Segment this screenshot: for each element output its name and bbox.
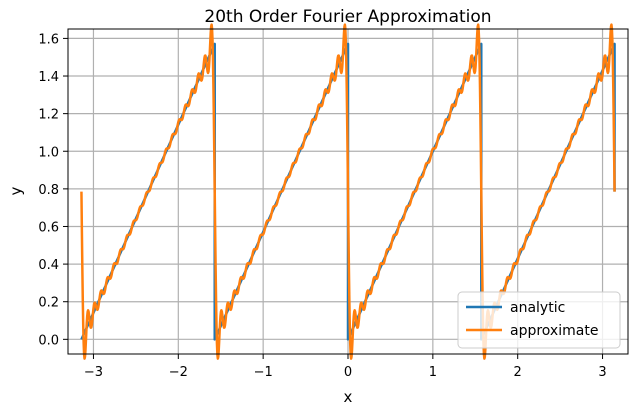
- y-axis-ticks: 0.0 0.2 0.4 0.6 0.8 1.0 1.2 1.4 1.6: [38, 32, 68, 348]
- y-tick-label: 1.6: [38, 32, 59, 47]
- y-tick-label: 0.2: [38, 296, 59, 311]
- x-axis-label: x: [344, 388, 353, 406]
- y-tick-label: 0.4: [38, 258, 59, 273]
- x-tick-label: −3: [84, 365, 103, 380]
- x-tick-label: −1: [254, 365, 273, 380]
- x-tick-label: 0: [344, 365, 352, 380]
- y-tick-label: 0.8: [38, 183, 59, 198]
- legend-label-approximate: approximate: [510, 323, 598, 339]
- x-tick-label: 2: [514, 365, 522, 380]
- x-tick-label: 3: [598, 365, 606, 380]
- legend: analytic approximate: [457, 291, 621, 349]
- y-tick-label: 1.2: [38, 108, 59, 123]
- y-axis-label: y: [7, 186, 25, 195]
- y-tick-label: 0.0: [38, 333, 59, 348]
- x-axis-ticks: −3 −2 −1 0 1 2 3: [84, 354, 607, 380]
- series-line-approximate: [80, 23, 616, 360]
- legend-label-analytic: analytic: [510, 300, 565, 316]
- chart-title: 20th Order Fourier Approximation: [204, 7, 491, 27]
- y-tick-label: 0.6: [38, 220, 59, 235]
- plot-lines: [80, 23, 616, 360]
- x-tick-label: −2: [169, 365, 188, 380]
- y-tick-label: 1.4: [38, 70, 59, 85]
- x-tick-label: 1: [429, 365, 437, 380]
- y-tick-label: 1.0: [38, 145, 59, 160]
